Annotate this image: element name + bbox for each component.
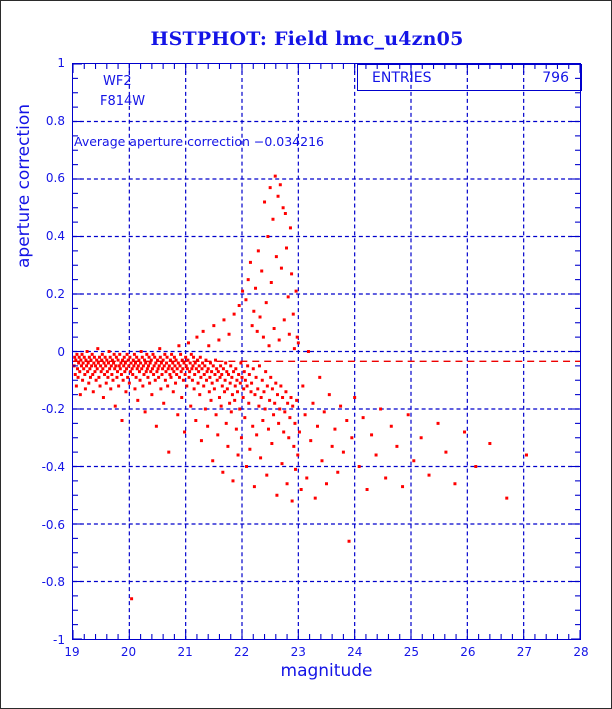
y-tick-label: -0.4 (41, 459, 65, 474)
entries-value: 796 (542, 70, 569, 86)
filter-label: F814W (100, 94, 146, 109)
y-tick-label: 0.6 (45, 171, 65, 186)
data-layer (72, 174, 580, 601)
chip-label: WF2 (103, 74, 132, 89)
x-tick-label: 25 (403, 645, 419, 659)
x-tick-label: 19 (64, 645, 80, 659)
plot-frame: WF2 F814W Average aperture correction −0… (72, 63, 582, 640)
y-tick-label: -1 (53, 633, 65, 647)
y-tick-label: -0.8 (41, 575, 65, 590)
grid-layer (73, 64, 580, 639)
annotation-layer: WF2 F814W Average aperture correction −0… (73, 64, 582, 639)
y-tick-label: 0 (57, 344, 65, 359)
x-tick-label: 21 (177, 645, 193, 659)
x-tick-label: 20 (120, 645, 137, 659)
y-axis-title: aperture correction (14, 104, 34, 268)
x-tick-label: 23 (290, 645, 306, 659)
entries-label: ENTRIES (372, 70, 432, 86)
y-tick-label: -0.6 (41, 517, 65, 532)
x-tick-label: 24 (347, 645, 363, 659)
y-tick-label: 0.8 (45, 113, 65, 128)
tick-layer (72, 63, 581, 640)
entries-box: ENTRIES 796 (357, 64, 582, 91)
x-axis-title: magnitude (280, 661, 373, 681)
y-tick-label: -0.2 (41, 402, 65, 417)
average-correction-label: Average aperture correction −0.034216 (74, 134, 324, 149)
page-title: HSTPHOT: Field lmc_u4zn05 (150, 28, 464, 50)
x-tick-label: 26 (460, 645, 476, 659)
x-tick-label: 22 (234, 645, 250, 659)
y-tick-label: 1 (57, 56, 65, 70)
x-tick-label: 28 (573, 645, 589, 659)
y-tick-label: 0.4 (45, 229, 65, 244)
x-tick-label: 27 (516, 645, 533, 659)
y-tick-label: 0.2 (45, 286, 65, 301)
